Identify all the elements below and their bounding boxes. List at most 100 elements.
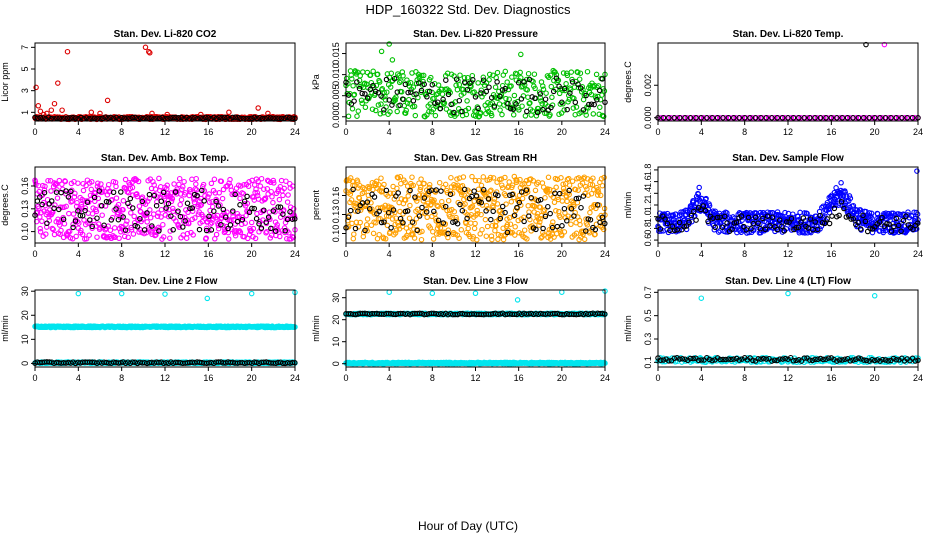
data-point — [812, 219, 819, 225]
data-point — [253, 215, 260, 222]
data-point — [177, 201, 183, 208]
data-point — [354, 69, 361, 76]
data-point — [499, 182, 505, 188]
y-tick-label: 0.002 — [643, 74, 653, 97]
data-point — [502, 174, 508, 181]
data-point — [474, 210, 481, 217]
data-point — [480, 74, 487, 81]
data-point — [77, 212, 84, 219]
data-point — [176, 181, 182, 188]
data-point — [407, 187, 413, 194]
data-point — [386, 41, 392, 47]
data-point — [464, 86, 471, 93]
data-point — [287, 209, 293, 215]
data-point — [488, 216, 494, 223]
data-point — [477, 110, 483, 117]
data-point — [566, 182, 573, 188]
data-point — [156, 175, 162, 182]
data-point — [691, 208, 697, 215]
data-point — [488, 233, 495, 239]
data-point — [350, 235, 357, 242]
data-point — [521, 218, 527, 225]
data-point — [817, 115, 824, 121]
data-point — [531, 71, 538, 77]
data-point — [683, 223, 690, 229]
data-point — [769, 214, 776, 221]
data-point — [529, 94, 535, 100]
data-point — [186, 220, 192, 227]
data-point — [224, 209, 230, 215]
data-point — [394, 108, 400, 115]
panel-title: Stan. Dev. Li-820 Pressure — [413, 29, 538, 40]
data-point — [497, 93, 503, 100]
data-point — [97, 110, 103, 117]
data-point — [381, 181, 387, 188]
data-point — [478, 199, 485, 206]
data-point — [575, 175, 582, 181]
data-point — [508, 83, 514, 89]
data-point — [372, 88, 379, 95]
data-point — [475, 80, 481, 86]
data-point — [733, 219, 740, 226]
data-point — [373, 107, 379, 114]
data-point — [454, 220, 461, 227]
data-point — [800, 215, 807, 221]
data-point — [488, 94, 495, 101]
data-point — [192, 114, 198, 121]
data-point — [715, 229, 722, 235]
data-point — [561, 107, 567, 113]
data-point — [475, 105, 481, 112]
data-point — [721, 213, 728, 220]
data-point — [159, 114, 166, 121]
data-point — [72, 115, 79, 121]
data-point — [553, 75, 560, 81]
data-point — [542, 96, 549, 102]
data-point — [261, 186, 267, 192]
data-point — [147, 214, 154, 221]
data-point — [583, 112, 589, 118]
data-point — [480, 187, 487, 193]
y-tick-label: 1.8 — [643, 164, 653, 177]
data-point — [118, 189, 124, 195]
data-point — [58, 227, 64, 234]
data-point — [79, 212, 86, 219]
data-point — [202, 114, 209, 121]
data-point — [700, 203, 707, 209]
data-point — [660, 115, 667, 121]
data-point — [348, 197, 355, 203]
data-point — [156, 228, 162, 234]
data-point — [53, 181, 60, 187]
data-point — [70, 224, 76, 231]
data-point — [407, 202, 413, 209]
data-point — [190, 232, 196, 238]
x-tick-label: 20 — [870, 127, 880, 137]
data-point — [75, 290, 82, 297]
data-point — [550, 187, 557, 194]
data-point — [587, 209, 593, 216]
data-point — [110, 189, 117, 196]
y-axis-label: degrees.C — [0, 184, 10, 226]
y-tick-label: 0.16 — [331, 187, 341, 205]
data-point — [213, 231, 220, 238]
data-point — [767, 223, 773, 229]
data-point — [262, 195, 269, 202]
data-point — [538, 98, 544, 104]
data-point — [831, 205, 838, 212]
data-point — [222, 228, 228, 234]
data-point — [91, 194, 98, 201]
y-tick-label: 0.015 — [331, 42, 341, 65]
data-point — [492, 227, 498, 234]
data-point — [62, 178, 69, 185]
data-point — [495, 231, 502, 238]
data-point — [99, 189, 106, 195]
data-point — [113, 206, 119, 212]
data-point — [687, 115, 694, 121]
data-point — [850, 202, 857, 209]
data-point — [511, 212, 518, 219]
data-point — [557, 214, 563, 220]
data-point — [101, 359, 107, 365]
data-point — [893, 215, 900, 222]
data-point — [507, 105, 514, 112]
data-point — [569, 79, 576, 85]
data-point — [580, 228, 587, 234]
